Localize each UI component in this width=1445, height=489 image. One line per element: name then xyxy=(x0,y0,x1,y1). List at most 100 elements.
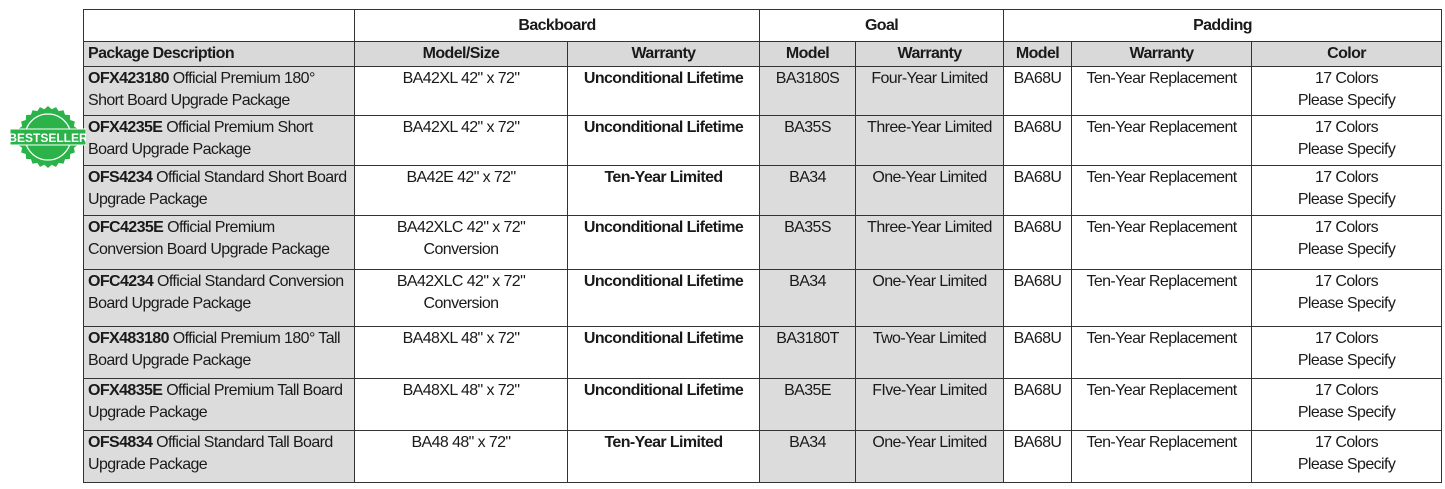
padding-color: 17 Colors Please Specify xyxy=(1251,269,1443,327)
color-note: Please Specify xyxy=(1297,241,1396,258)
package-comparison-table: Backboard Goal Padding Package Descripti… xyxy=(83,9,1443,483)
padding-model: BA68U xyxy=(1003,66,1073,116)
group-header-row: Backboard Goal Padding xyxy=(83,9,1443,42)
padding-warranty: Ten-Year Replacement xyxy=(1071,430,1253,483)
empty-header xyxy=(83,9,355,42)
package-code: OFX483180 xyxy=(88,330,169,347)
table-row: OFX483180 Official Premium 180° Tall Boa… xyxy=(83,326,1443,379)
package-description: OFS4834 Official Standard Tall Board Upg… xyxy=(83,430,355,483)
package-code: OFC4234 xyxy=(88,273,154,290)
goal-warranty: One-Year Limited xyxy=(855,269,1005,327)
padding-warranty: Ten-Year Replacement xyxy=(1071,269,1253,327)
backboard-warranty: Ten-Year Limited xyxy=(566,430,761,483)
package-code: OFX423180 xyxy=(88,70,169,87)
goal-warranty: FIve-Year Limited xyxy=(855,378,1005,431)
padding-model: BA68U xyxy=(1003,215,1073,270)
goal-model: BA35S xyxy=(759,215,857,270)
package-name: Official Premium Tall Board Upgrade Pack… xyxy=(88,382,343,421)
backboard-model: BA42XL 42" x 72" xyxy=(354,66,568,116)
backboard-model: BA48XL 48" x 72" xyxy=(354,326,568,379)
table-row: OFC4235E Official Premium Conversion Boa… xyxy=(83,215,1443,270)
padding-color: 17 Colors Please Specify xyxy=(1251,378,1443,431)
goal-warranty: Two-Year Limited xyxy=(855,326,1005,379)
backboard-warranty-text: Unconditional Lifetime xyxy=(583,119,744,136)
package-name: Official Premium Short Board Upgrade Pac… xyxy=(88,119,313,158)
package-name: Official Premium 180° Tall Board Upgrade… xyxy=(88,330,341,369)
group-goal: Goal xyxy=(759,9,1005,42)
color-count: 17 Colors xyxy=(1314,382,1379,399)
goal-model: BA35E xyxy=(759,378,857,431)
bestseller-badge-icon: BESTSELLER xyxy=(10,106,86,168)
column-header-row: Package Description Model/Size Warranty … xyxy=(83,41,1443,67)
color-note: Please Specify xyxy=(1297,352,1396,369)
padding-color: 17 Colors Please Specify xyxy=(1251,115,1443,166)
col-goal-warranty: Warranty xyxy=(855,41,1005,67)
padding-warranty: Ten-Year Replacement xyxy=(1071,66,1253,116)
color-count: 17 Colors xyxy=(1314,330,1379,347)
badge-text: BESTSELLER xyxy=(10,131,86,145)
package-description: OFX483180 Official Premium 180° Tall Boa… xyxy=(83,326,355,379)
package-code: OFX4835E xyxy=(88,382,163,399)
package-code: OFC4235E xyxy=(88,219,164,236)
backboard-warranty: Ten-Year Limited xyxy=(566,165,761,216)
padding-warranty: Ten-Year Replacement xyxy=(1071,165,1253,216)
package-name: Official Standard Tall Board Upgrade Pac… xyxy=(88,434,333,473)
color-note: Please Specify xyxy=(1297,191,1396,208)
table-row: OFS4834 Official Standard Tall Board Upg… xyxy=(83,430,1443,483)
backboard-warranty: Unconditional Lifetime xyxy=(566,326,761,379)
col-goal-model: Model xyxy=(759,41,857,67)
package-description: OFC4235E Official Premium Conversion Boa… xyxy=(83,215,355,270)
color-count: 17 Colors xyxy=(1314,119,1379,136)
padding-model: BA68U xyxy=(1003,269,1073,327)
goal-warranty: One-Year Limited xyxy=(855,165,1005,216)
table-row: OFS4234 Official Standard Short Board Up… xyxy=(83,165,1443,216)
backboard-warranty-text: Unconditional Lifetime xyxy=(583,273,744,290)
backboard-warranty-text: Unconditional Lifetime xyxy=(583,382,744,399)
backboard-model: BA42E 42" x 72" xyxy=(354,165,568,216)
padding-warranty: Ten-Year Replacement xyxy=(1071,215,1253,270)
padding-model: BA68U xyxy=(1003,430,1073,483)
padding-color: 17 Colors Please Specify xyxy=(1251,165,1443,216)
package-code: OFS4834 xyxy=(88,434,153,451)
goal-model: BA34 xyxy=(759,269,857,327)
backboard-warranty-text: Ten-Year Limited xyxy=(604,169,723,186)
padding-warranty: Ten-Year Replacement xyxy=(1071,378,1253,431)
color-count: 17 Colors xyxy=(1314,434,1379,451)
backboard-warranty: Unconditional Lifetime xyxy=(566,269,761,327)
backboard-model: BA42XLC 42" x 72" Conversion xyxy=(354,215,568,270)
group-backboard: Backboard xyxy=(353,9,761,42)
package-name: Official Standard Short Board Upgrade Pa… xyxy=(88,169,347,208)
package-description: OFX4235E Official Premium Short Board Up… xyxy=(83,115,355,166)
package-name: Official Premium Conversion Board Upgrad… xyxy=(88,219,330,258)
backboard-warranty-text: Unconditional Lifetime xyxy=(583,330,744,347)
padding-model: BA68U xyxy=(1003,115,1073,166)
goal-model: BA3180S xyxy=(759,66,857,116)
col-backboard-warranty: Warranty xyxy=(566,41,761,67)
color-count: 17 Colors xyxy=(1314,70,1379,87)
goal-model: BA34 xyxy=(759,165,857,216)
goal-model: BA35S xyxy=(759,115,857,166)
package-description: OFC4234 Official Standard Conversion Boa… xyxy=(83,269,355,327)
backboard-warranty-text: Unconditional Lifetime xyxy=(583,70,744,87)
color-note: Please Specify xyxy=(1297,404,1396,421)
backboard-warranty: Unconditional Lifetime xyxy=(566,66,761,116)
backboard-model: BA48 48" x 72" xyxy=(354,430,568,483)
padding-model: BA68U xyxy=(1003,165,1073,216)
goal-model: BA3180T xyxy=(759,326,857,379)
goal-warranty: Three-Year Limited xyxy=(855,115,1005,166)
backboard-model: BA42XLC 42" x 72" Conversion xyxy=(354,269,568,327)
color-count: 17 Colors xyxy=(1314,169,1379,186)
package-description: OFX423180 Official Premium 180° Short Bo… xyxy=(83,66,355,116)
goal-warranty: One-Year Limited xyxy=(855,430,1005,483)
package-name: Official Premium 180° Short Board Upgrad… xyxy=(88,70,315,109)
color-note: Please Specify xyxy=(1297,295,1396,312)
col-padding-model: Model xyxy=(1003,41,1073,67)
backboard-warranty-text: Unconditional Lifetime xyxy=(583,219,744,236)
backboard-warranty: Unconditional Lifetime xyxy=(566,378,761,431)
padding-model: BA68U xyxy=(1003,326,1073,379)
padding-warranty: Ten-Year Replacement xyxy=(1071,326,1253,379)
goal-warranty: Four-Year Limited xyxy=(855,66,1005,116)
padding-color: 17 Colors Please Specify xyxy=(1251,66,1443,116)
col-padding-warranty: Warranty xyxy=(1071,41,1253,67)
backboard-warranty-text: Ten-Year Limited xyxy=(604,434,723,451)
